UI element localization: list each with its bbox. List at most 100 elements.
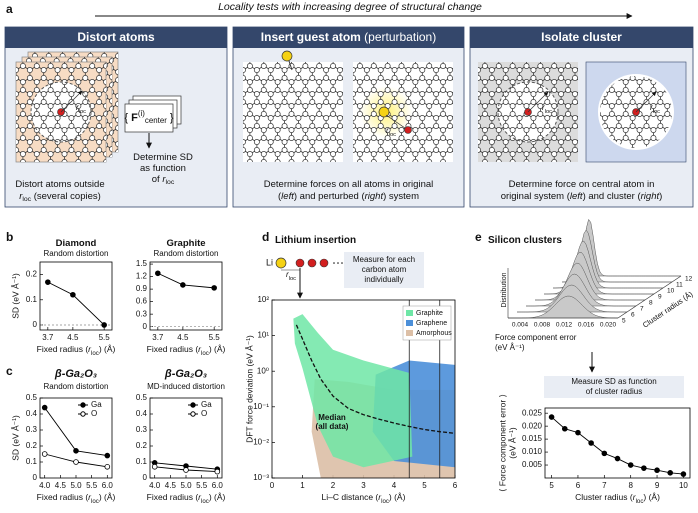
atom [398,103,405,109]
chart-subtitle: MD-induced distortion [147,382,225,391]
panel-header-text: Distort atoms [77,30,155,44]
atom [103,103,106,109]
atom [391,99,398,105]
panel-label: d [262,230,269,244]
atom [516,67,523,73]
atom [0,154,4,159]
atom [384,127,391,133]
atom [302,87,309,93]
atom [295,139,302,145]
atom [96,75,103,81]
atom [544,147,551,153]
x-axis-label-part: loc [201,498,209,505]
legend-marker [190,402,196,408]
point [601,450,608,457]
atom [502,115,509,121]
atom [288,111,295,117]
radius-label: rloc [76,103,86,114]
atom [103,151,106,157]
atom [288,87,295,93]
atom [481,63,488,69]
atom [544,123,551,129]
y-tick-label: 0.020 [522,421,543,430]
atom [0,122,4,127]
x-tick-label: 6 [576,481,581,490]
caption-part: ) and cluster ( [583,191,642,202]
atom [516,75,523,81]
atom [54,99,61,105]
radius-label-part: r [76,103,79,112]
atom [253,147,260,153]
point [183,467,189,473]
atom [295,123,302,129]
atom [316,63,323,69]
atom [295,75,302,81]
waterfall-x-tick: 0.012 [556,322,573,329]
atom [384,79,391,85]
atom [89,103,96,109]
result-text-part: as function [140,163,186,174]
atom [412,87,419,93]
atom [551,79,558,85]
atom [565,87,572,93]
caption-part: right [641,191,660,202]
atom [426,63,433,69]
series-line [47,281,105,326]
atom [426,127,433,133]
atom [330,151,337,157]
result-text: of rloc [152,174,175,186]
atom [530,75,537,81]
atom [530,147,537,153]
atom [433,123,440,129]
caption: Determine force on central atom in [509,179,655,190]
x-tick-label: 4.5 [55,481,67,490]
atom [96,67,103,73]
atom [551,87,558,93]
atom [274,87,281,93]
atom [622,103,629,109]
atom [243,139,246,145]
point [214,468,221,475]
atom [47,159,54,162]
x-axis-label: Fixed radius (rloc) (Å) [37,492,116,504]
atom [302,151,309,157]
atom [516,123,523,129]
figure-title: Locality tests with increasing degree of… [218,1,482,13]
y-axis-label: ⟨ Force component error ⟩ [497,394,507,492]
atom [565,79,572,85]
atom [412,151,419,157]
atom [40,91,47,97]
result-text: as function [140,163,186,174]
legend-label: Ga [201,400,212,409]
atom [267,147,274,153]
x-axis-label-part: ) (Å) [99,492,116,502]
atom [509,135,516,141]
y-tick-label: 0.1 [26,457,38,466]
chart-subtitle: Random distortion [44,249,109,258]
x-axis-label-part: ) (Å) [643,492,660,502]
caption: Determine forces on all atoms in origina… [264,179,434,190]
atom [523,151,530,157]
atom [26,75,33,81]
atom [600,111,601,117]
x-tick-label: 4.5 [177,333,189,342]
chart-title: β-Ga₂O₃ [164,368,207,380]
x-axis-label-part: Fixed radius ( [147,492,199,502]
atom [478,99,481,105]
atom [26,91,33,97]
atom [0,163,5,168]
atom [260,127,267,133]
atom [551,127,558,133]
waterfall-x-label: Force component error [495,333,577,342]
atom [323,147,330,153]
atom [530,99,537,105]
atom [551,63,558,69]
atom [530,115,537,121]
atom [622,135,629,141]
result-text-part: r [162,174,166,185]
waterfall-x-tick: 0.004 [512,322,529,329]
atom [33,87,40,93]
waterfall-depth-tick: 7 [640,306,644,313]
atom [657,115,664,121]
atom [440,87,447,93]
